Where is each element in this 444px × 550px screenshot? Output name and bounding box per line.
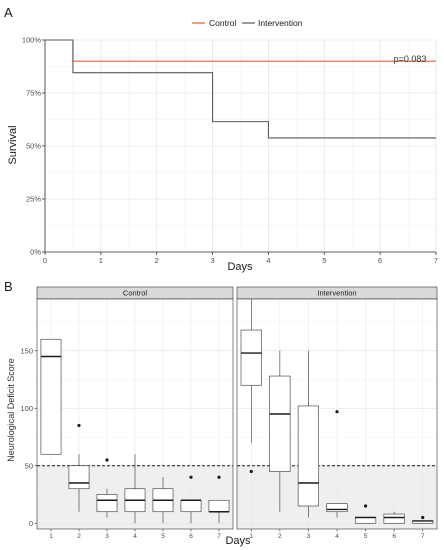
y-tick-label: 100% xyxy=(22,36,42,45)
x-tick-label: 6 xyxy=(392,533,396,540)
panel-a-letter: A xyxy=(4,5,13,20)
box-iqr xyxy=(383,513,405,524)
panel-b-y-label: Neurological Deficit Score xyxy=(6,358,16,462)
outlier-point xyxy=(249,469,253,474)
y-tick-label: 0 xyxy=(29,519,33,528)
box-iqr xyxy=(40,338,62,455)
box-day-3 xyxy=(96,458,118,518)
panel-a-grid xyxy=(44,39,437,253)
box-day-7 xyxy=(412,515,434,524)
box-day-5 xyxy=(354,504,377,524)
y-tick-label: 150 xyxy=(20,346,33,355)
box-iqr xyxy=(269,375,291,472)
outlier-point xyxy=(363,504,368,508)
box-day-7 xyxy=(208,475,230,524)
box-iqr xyxy=(96,494,118,513)
panel-b-letter: B xyxy=(4,279,13,294)
box-iqr xyxy=(208,499,230,513)
x-tick-label: 4 xyxy=(266,256,270,265)
outlier-point xyxy=(189,475,193,479)
y-tick-label: 75% xyxy=(26,89,41,98)
box-day-6 xyxy=(383,511,405,524)
x-tick-label: 5 xyxy=(322,256,326,265)
outlier-point xyxy=(77,423,81,428)
box-day-4 xyxy=(326,410,348,518)
x-tick-label: 1 xyxy=(99,256,103,265)
facet-intervention: Intervention 1 2 3 4 5 6 7 xyxy=(236,286,438,540)
x-tick-label: 5 xyxy=(161,533,165,540)
x-tick-label: 0 xyxy=(43,256,47,265)
box-day-6 xyxy=(180,475,202,524)
legend: Control Intervention xyxy=(192,18,303,28)
facet-strip-label: Intervention xyxy=(317,289,356,298)
legend-label-control: Control xyxy=(209,18,237,28)
y-tick-label: 50 xyxy=(25,461,33,470)
box-day-2 xyxy=(68,423,90,512)
x-tick-label: 4 xyxy=(335,533,339,540)
x-tick-label: 1 xyxy=(49,533,53,540)
panel-a-axes: 0% 25% 50% 75% 100% 0 1 2 3 4 5 6 7 xyxy=(22,36,438,266)
panel-a-y-label: Survival xyxy=(7,125,19,164)
box-iqr xyxy=(180,499,202,513)
outlier-point xyxy=(421,515,425,520)
series-line-intervention xyxy=(45,39,436,139)
box-day-2 xyxy=(269,350,291,512)
box-iqr xyxy=(297,405,320,507)
y-tick-label: 25% xyxy=(26,195,41,204)
box-day-1 xyxy=(40,338,62,455)
p-value-annotation: p=0.083 xyxy=(394,54,427,64)
x-tick-label: 2 xyxy=(155,256,159,265)
x-tick-label: 2 xyxy=(278,533,282,540)
x-tick-label: 2 xyxy=(77,533,81,540)
facet-control: Control 1 2 3 4 5 6 7 0 50 100 150 xyxy=(20,286,234,540)
x-tick-label: 7 xyxy=(217,533,221,540)
y-tick-label: 0% xyxy=(30,248,41,257)
x-tick-label: 6 xyxy=(189,533,193,540)
legend-label-intervention: Intervention xyxy=(258,18,303,28)
outlier-point xyxy=(335,410,339,414)
x-tick-label: 3 xyxy=(210,256,214,265)
panel-a-x-label: Days xyxy=(227,261,253,273)
x-tick-label: 7 xyxy=(434,256,438,265)
box-iqr xyxy=(354,517,377,524)
x-tick-label: 6 xyxy=(378,256,382,265)
x-tick-label: 7 xyxy=(421,533,425,540)
box-day-3 xyxy=(297,350,320,518)
facet-strip-label: Control xyxy=(123,289,148,298)
outlier-point xyxy=(105,458,109,462)
panel-b-x-label: Days xyxy=(225,535,251,547)
x-tick-label: 3 xyxy=(105,533,109,540)
box-day-1 xyxy=(240,299,262,474)
panel-a-series xyxy=(45,39,436,139)
y-tick-label: 100 xyxy=(20,404,33,413)
box-iqr xyxy=(326,503,348,513)
panel-b-plot: Control 1 2 3 4 5 6 7 0 50 100 150 Intervention 1 2 3 4 5… xyxy=(20,286,438,540)
box-iqr xyxy=(68,465,90,490)
y-tick-label: 50% xyxy=(26,142,41,151)
box-iqr xyxy=(240,329,262,386)
x-tick-label: 3 xyxy=(307,533,311,540)
box-day-4 xyxy=(124,454,146,524)
x-tick-label: 4 xyxy=(133,533,137,540)
x-tick-label: 5 xyxy=(364,533,368,540)
x-tick-label: 1 xyxy=(249,533,253,540)
box-day-5 xyxy=(152,477,174,524)
outlier-point xyxy=(217,475,221,479)
